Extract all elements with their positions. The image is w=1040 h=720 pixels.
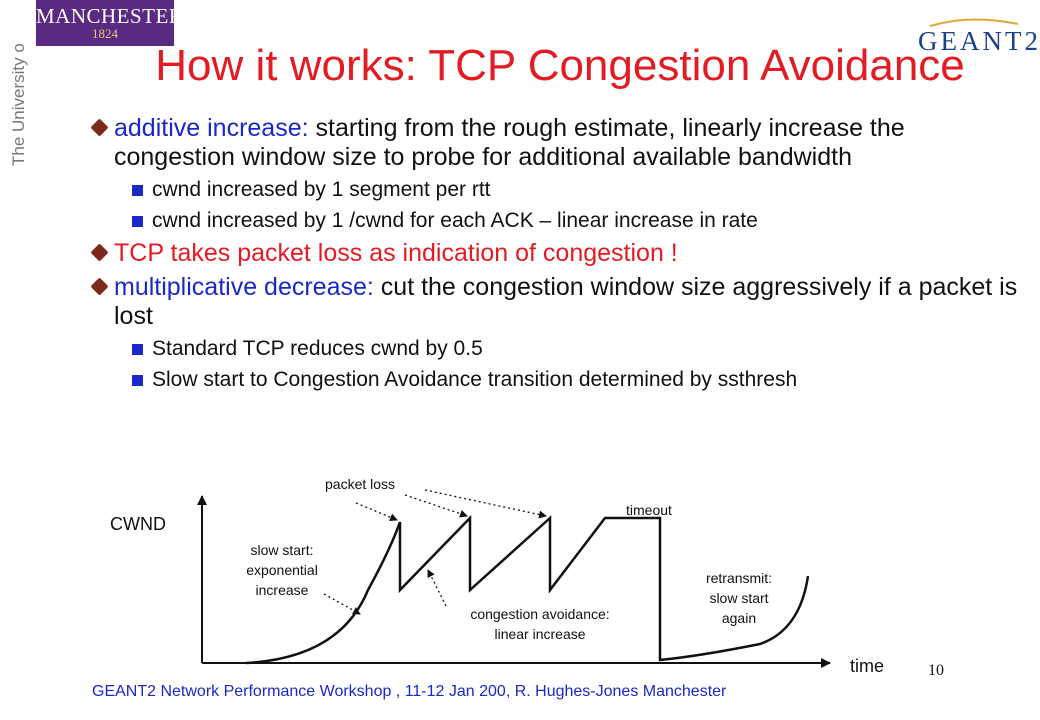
diamond-bullet-icon (90, 118, 109, 137)
bullet-lead: additive increase: (114, 114, 309, 142)
y-axis-label: CWND (110, 514, 166, 534)
congestion-avoidance-line: congestion avoidance: (470, 606, 610, 622)
sub-bullet: Standard TCP reduces cwnd by 0.5 (92, 336, 1032, 362)
geant2-logo: GEANT2 (900, 12, 1040, 62)
packet-loss-arrow (355, 502, 398, 522)
bullet-packet-loss: TCP takes packet loss as indication of c… (90, 239, 1032, 268)
congestion-avoidance-line: linear increase (494, 626, 586, 642)
square-bullet-icon (132, 216, 143, 227)
bullet-text: TCP takes packet loss as indication of c… (114, 239, 678, 267)
footer-text: GEANT2 Network Performance Workshop , 11… (92, 683, 727, 700)
manchester-logo-year: 1824 (92, 26, 118, 41)
timeout-label: timeout (626, 502, 672, 518)
manchester-logo-name: MANCHESTER (36, 4, 184, 28)
university-vertical-label: The University of Manchester (9, 44, 28, 166)
sub-bullet-text: cwnd increased by 1 /cwnd for each ACK –… (152, 209, 758, 232)
diamond-bullet-icon (90, 277, 109, 296)
congestion-avoidance-label: congestion avoidance: linear increase (440, 604, 640, 644)
university-vertical-text: The University of Manchester (0, 0, 36, 168)
slow-start-label: slow start: exponential increase (222, 540, 342, 600)
bullet-text: starting from the rough estimate, linear… (114, 114, 905, 171)
bullet-list: additive increase: starting from the rou… (90, 114, 1032, 398)
packet-loss-label: packet loss (325, 476, 396, 492)
sub-bullet: Slow start to Congestion Avoidance trans… (92, 367, 1032, 393)
square-bullet-icon (132, 185, 143, 196)
retransmit-line: retransmit: (705, 570, 773, 586)
sub-bullet-text: Standard TCP reduces cwnd by 0.5 (152, 337, 483, 360)
manchester-logo: MANCHESTER 1824 (36, 0, 184, 46)
congestion-avoidance-arrow (427, 569, 447, 607)
retransmit-line: slow start (709, 590, 769, 606)
slow-start-line: exponential (246, 562, 318, 578)
retransmit-line: again (721, 610, 757, 626)
square-bullet-icon (132, 375, 143, 386)
slow-start-arrow (323, 593, 361, 615)
bullet-text: cut the congestion window size aggressiv… (114, 273, 1018, 330)
page-title: How it works: TCP Congestion Avoidance (155, 41, 965, 90)
bullet-additive-increase: additive increase: starting from the rou… (90, 114, 1032, 172)
page-number: 10 (928, 662, 944, 679)
slow-start-line: increase (255, 582, 309, 598)
diamond-bullet-icon (90, 243, 109, 262)
geant2-logo-text: GEANT2 (918, 26, 1040, 56)
slow-start-line: slow start: (250, 542, 314, 558)
packet-loss-arrow (424, 489, 547, 519)
retransmit-label: retransmit: slow start again (694, 568, 784, 628)
sub-bullet-text: cwnd increased by 1 segment per rtt (152, 178, 491, 201)
packet-loss-arrow (404, 494, 468, 518)
cwnd-diagram: CWND time packet loss timeout slow start… (0, 470, 1040, 682)
sub-bullet: cwnd increased by 1 segment per rtt (92, 177, 1032, 203)
university-vertical-svg: The University of Manchester (9, 0, 28, 166)
bullet-lead: multiplicative decrease: (114, 273, 374, 301)
sub-bullet-text: Slow start to Congestion Avoidance trans… (152, 368, 798, 391)
x-axis-label: time (850, 656, 885, 676)
cwnd-curve (245, 514, 810, 665)
bullet-multiplicative-decrease: multiplicative decrease: cut the congest… (90, 273, 1032, 331)
square-bullet-icon (132, 344, 143, 355)
sub-bullet: cwnd increased by 1 /cwnd for each ACK –… (92, 208, 1032, 234)
geant-arc (929, 18, 1019, 27)
